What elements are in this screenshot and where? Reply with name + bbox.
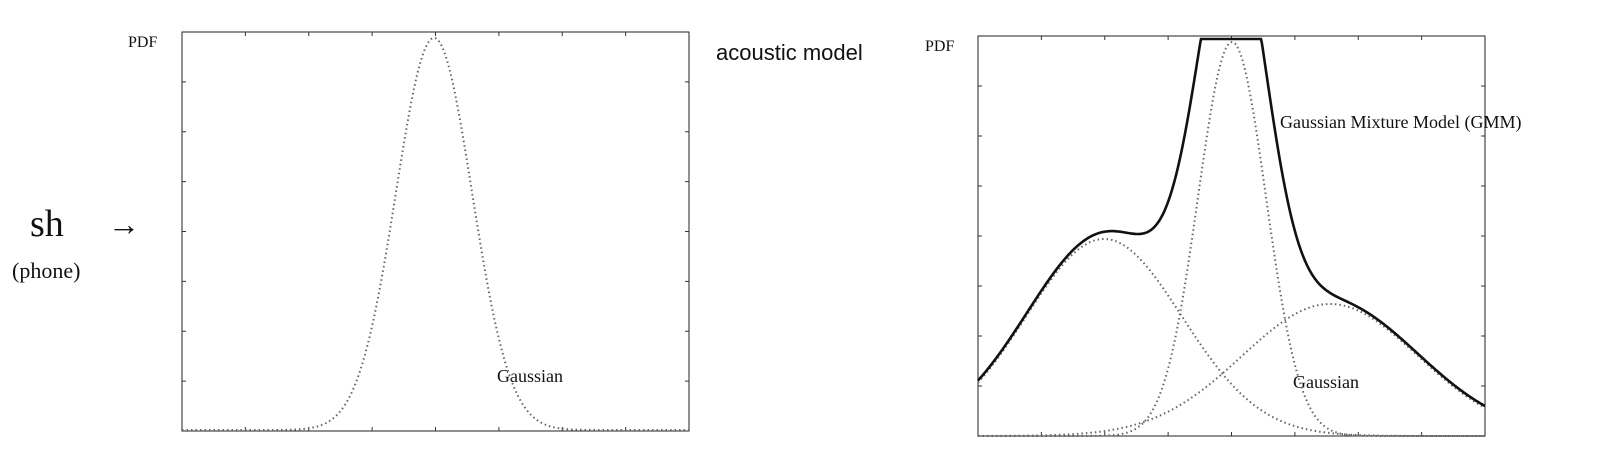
left-plot (181, 31, 690, 432)
left-plot-ticks (182, 32, 689, 431)
phone-symbol: sh (30, 203, 64, 245)
gmm-mixture-curve (977, 37, 1486, 408)
right-arrow-icon: → (108, 206, 140, 242)
diagram-title: acoustic model (716, 40, 863, 65)
left-plot-ylabel: PDF (128, 34, 158, 51)
right-plot-frame (977, 35, 1486, 437)
gaussian-component-3 (978, 303, 1486, 437)
right-plot-component-label: Gaussian (1293, 372, 1359, 392)
right-plot-ylabel: PDF (925, 38, 955, 55)
right-plot-ticks (978, 36, 1485, 436)
gaussian-component-1 (977, 238, 1485, 437)
left-plot-curve-label: Gaussian (497, 366, 563, 386)
right-plot (977, 35, 1486, 437)
gaussian-component-2 (978, 40, 1485, 437)
phone-caption: (phone) (12, 258, 81, 283)
left-plot-frame (181, 31, 690, 432)
left-gaussian-curve (182, 36, 689, 431)
right-plot-mixture-label: Gaussian Mixture Model (GMM) (1280, 112, 1522, 132)
